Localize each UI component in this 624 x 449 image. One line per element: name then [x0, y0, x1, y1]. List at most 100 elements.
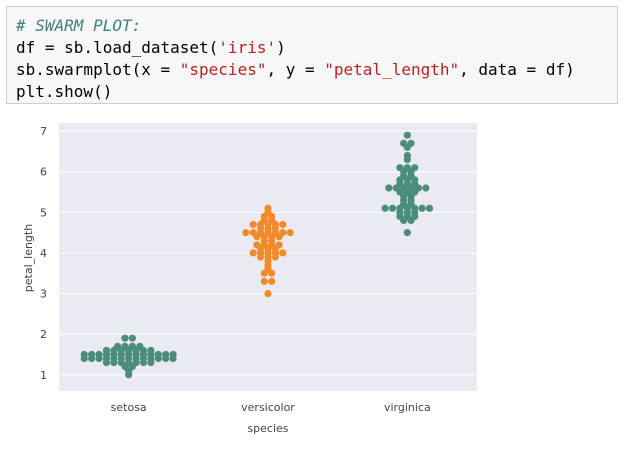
code-string: "petal_length" — [324, 60, 460, 79]
data-point — [139, 346, 148, 354]
data-point — [139, 358, 148, 367]
data-point — [271, 253, 279, 261]
code-text: , y = — [266, 60, 325, 79]
data-point — [400, 139, 408, 147]
data-point — [271, 245, 279, 253]
data-point — [249, 249, 257, 257]
data-point — [253, 233, 261, 241]
x-tick-label: versicolor — [241, 401, 295, 414]
code-line-comment: # SWARM PLOT: — [16, 15, 617, 37]
data-point — [110, 358, 118, 367]
data-point — [403, 164, 411, 172]
data-point — [275, 233, 283, 241]
data-point — [407, 139, 415, 147]
data-point — [147, 346, 155, 354]
data-point — [121, 363, 129, 371]
data-point — [128, 334, 136, 342]
y-tick-label: 2 — [40, 328, 47, 341]
data-point — [422, 184, 430, 192]
data-point — [400, 192, 408, 200]
data-point — [117, 346, 125, 354]
output-area: 1 2 3 4 5 6 7 setosa versicolor virginica petal_… — [0, 110, 624, 445]
data-point — [88, 350, 96, 359]
data-point — [132, 346, 140, 354]
x-tick-label: setosa — [111, 401, 147, 414]
data-point — [385, 184, 393, 192]
code-string: "species" — [179, 60, 267, 79]
swarm-plot: 1 2 3 4 5 6 7 setosa versicolor virginica petal_… — [22, 123, 477, 435]
data-point — [249, 220, 257, 229]
code-text: sb.swarmplot(x = — [16, 60, 180, 79]
data-point — [242, 229, 250, 237]
data-point — [403, 229, 411, 237]
y-tick-label: 4 — [40, 247, 47, 260]
data-point — [257, 253, 265, 261]
data-point — [381, 204, 389, 212]
data-point — [407, 200, 415, 208]
data-point — [257, 245, 265, 253]
y-tick-label: 5 — [40, 206, 47, 219]
data-point — [264, 289, 272, 298]
data-point — [102, 358, 111, 367]
data-point — [271, 224, 279, 233]
data-point — [260, 277, 268, 285]
data-point — [411, 164, 419, 172]
data-point — [407, 192, 415, 200]
data-point — [286, 229, 294, 237]
data-point — [264, 261, 272, 269]
code-cell[interactable]: # SWARM PLOT: df = sb.load_dataset('iris… — [6, 6, 618, 104]
data-point — [396, 180, 404, 188]
data-points — [80, 131, 434, 379]
y-tick-label: 3 — [40, 288, 47, 301]
data-point — [268, 216, 276, 225]
data-point — [260, 237, 268, 245]
data-point — [125, 371, 133, 379]
code-line-load-dataset: df = sb.load_dataset('iris') — [16, 37, 617, 59]
data-point — [102, 346, 111, 354]
y-tick-label: 1 — [40, 369, 47, 382]
data-point — [257, 224, 265, 233]
data-point — [411, 180, 419, 188]
data-point — [268, 277, 276, 285]
code-text: plt.show() — [16, 82, 113, 101]
data-point — [110, 346, 118, 354]
data-point — [264, 204, 272, 212]
data-point — [418, 204, 426, 212]
data-point — [400, 216, 408, 225]
code-string: 'iris' — [218, 38, 277, 57]
data-point — [260, 216, 268, 225]
code-text: ) — [276, 38, 286, 57]
data-point — [128, 363, 136, 371]
x-tick-label: virginica — [384, 401, 431, 414]
data-point — [396, 164, 404, 172]
x-axis-label: species — [247, 422, 288, 435]
data-point — [125, 346, 133, 354]
data-point — [169, 350, 177, 359]
data-point — [279, 249, 287, 257]
data-point — [403, 131, 411, 139]
data-point — [403, 180, 411, 188]
y-tick-label: 7 — [40, 125, 47, 138]
data-point — [80, 350, 88, 359]
data-point — [154, 350, 162, 359]
code-text: df = sb.load_dataset( — [16, 38, 219, 57]
code-line-swarmplot: sb.swarmplot(x = "species", y = "petal_l… — [16, 59, 617, 81]
data-point — [264, 245, 272, 253]
data-point — [400, 200, 408, 208]
data-point — [425, 204, 434, 212]
x-tick-labels: setosa versicolor virginica — [111, 401, 431, 414]
data-point — [147, 358, 155, 367]
code-line-show: plt.show() — [16, 81, 617, 103]
data-point — [279, 220, 287, 229]
code-text: , data = df) — [459, 60, 575, 79]
data-point — [407, 216, 415, 225]
data-point — [121, 334, 129, 342]
y-tick-label: 6 — [40, 166, 47, 179]
code-comment: # SWARM PLOT: — [16, 16, 142, 35]
data-point — [264, 224, 272, 233]
data-point — [388, 204, 397, 212]
y-axis-label: petal_length — [22, 224, 35, 292]
data-point — [268, 237, 276, 245]
data-point — [162, 350, 170, 359]
data-point — [95, 350, 103, 359]
